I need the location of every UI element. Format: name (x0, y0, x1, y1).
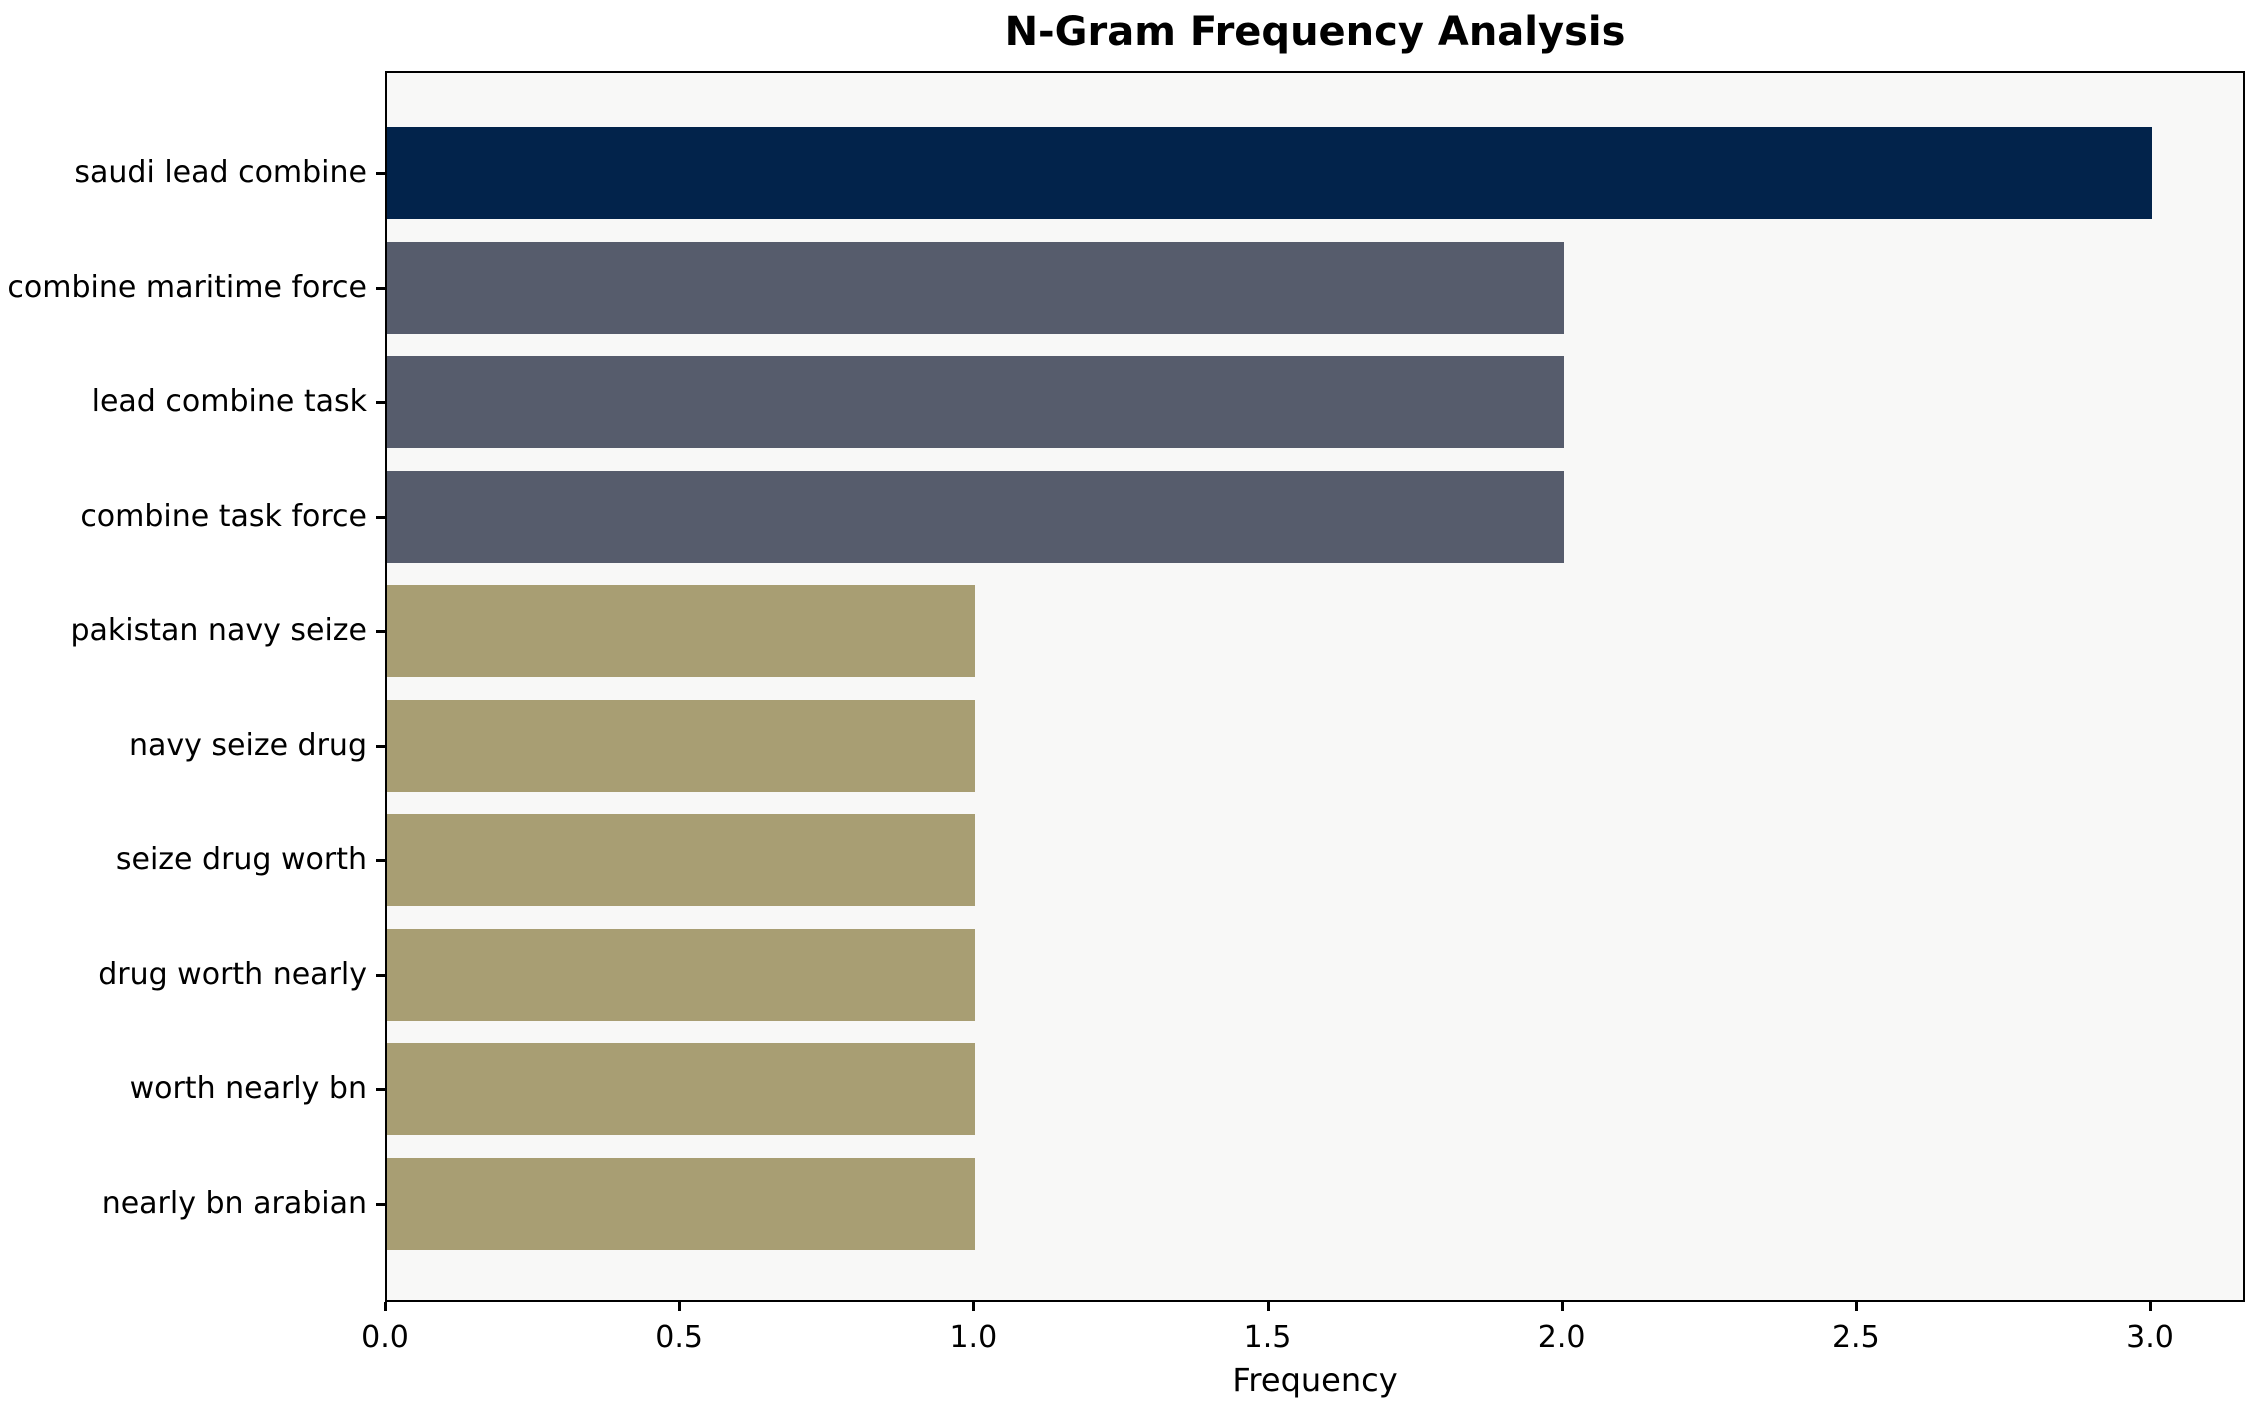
y-tick-label: lead combine task (91, 384, 367, 419)
y-tick-label: saudi lead combine (74, 155, 367, 190)
x-tick-mark (1854, 1302, 1858, 1311)
bar (387, 1043, 976, 1135)
x-tick-mark (678, 1302, 682, 1311)
y-tick-label: worth nearly bn (129, 1071, 367, 1106)
y-tick-label: navy seize drug (128, 727, 367, 763)
y-tick-mark (376, 172, 385, 175)
x-tick-mark (1560, 1302, 1564, 1311)
x-axis-label: Frequency (1232, 1361, 1398, 1399)
chart-title: N-Gram Frequency Analysis (1004, 9, 1626, 55)
y-tick-label: combine task force (80, 498, 367, 534)
bar (387, 699, 976, 792)
y-tick-mark (376, 973, 385, 977)
y-tick-mark (376, 744, 385, 748)
bar (387, 585, 976, 677)
x-tick-mark (972, 1302, 976, 1311)
y-tick-mark (376, 630, 385, 633)
x-tick-mark (2149, 1302, 2152, 1311)
bar (387, 1157, 976, 1250)
x-tick-label: 2.0 (1537, 1320, 1586, 1355)
bar (387, 814, 976, 906)
y-tick-mark (376, 1202, 385, 1206)
x-tick-label: 1.5 (1243, 1320, 1292, 1355)
y-tick-label: seize drug worth (115, 842, 367, 877)
y-tick-mark (376, 1088, 385, 1091)
y-tick-mark (376, 859, 385, 862)
x-tick-label: 0.0 (361, 1320, 409, 1355)
x-tick-mark (1266, 1302, 1270, 1311)
y-tick-mark (376, 515, 385, 519)
y-tick-mark (376, 286, 385, 290)
bar (387, 356, 1564, 448)
y-tick-label: combine maritime force (7, 269, 367, 305)
x-tick-label: 1.0 (949, 1320, 998, 1355)
x-tick-label: 0.5 (655, 1320, 704, 1355)
x-tick-label: 2.5 (1831, 1320, 1880, 1355)
bar (387, 928, 976, 1021)
y-tick-label: drug worth nearly (98, 956, 367, 992)
bar (387, 127, 2152, 219)
y-tick-label: nearly bn arabian (101, 1185, 367, 1221)
bar (387, 470, 1564, 563)
bar (387, 241, 1564, 334)
y-tick-label: pakistan navy seize (70, 613, 367, 648)
x-tick-mark (384, 1302, 387, 1311)
x-tick-label: 3.0 (2126, 1320, 2174, 1355)
plot-area (385, 71, 2245, 1302)
y-tick-mark (376, 401, 385, 404)
